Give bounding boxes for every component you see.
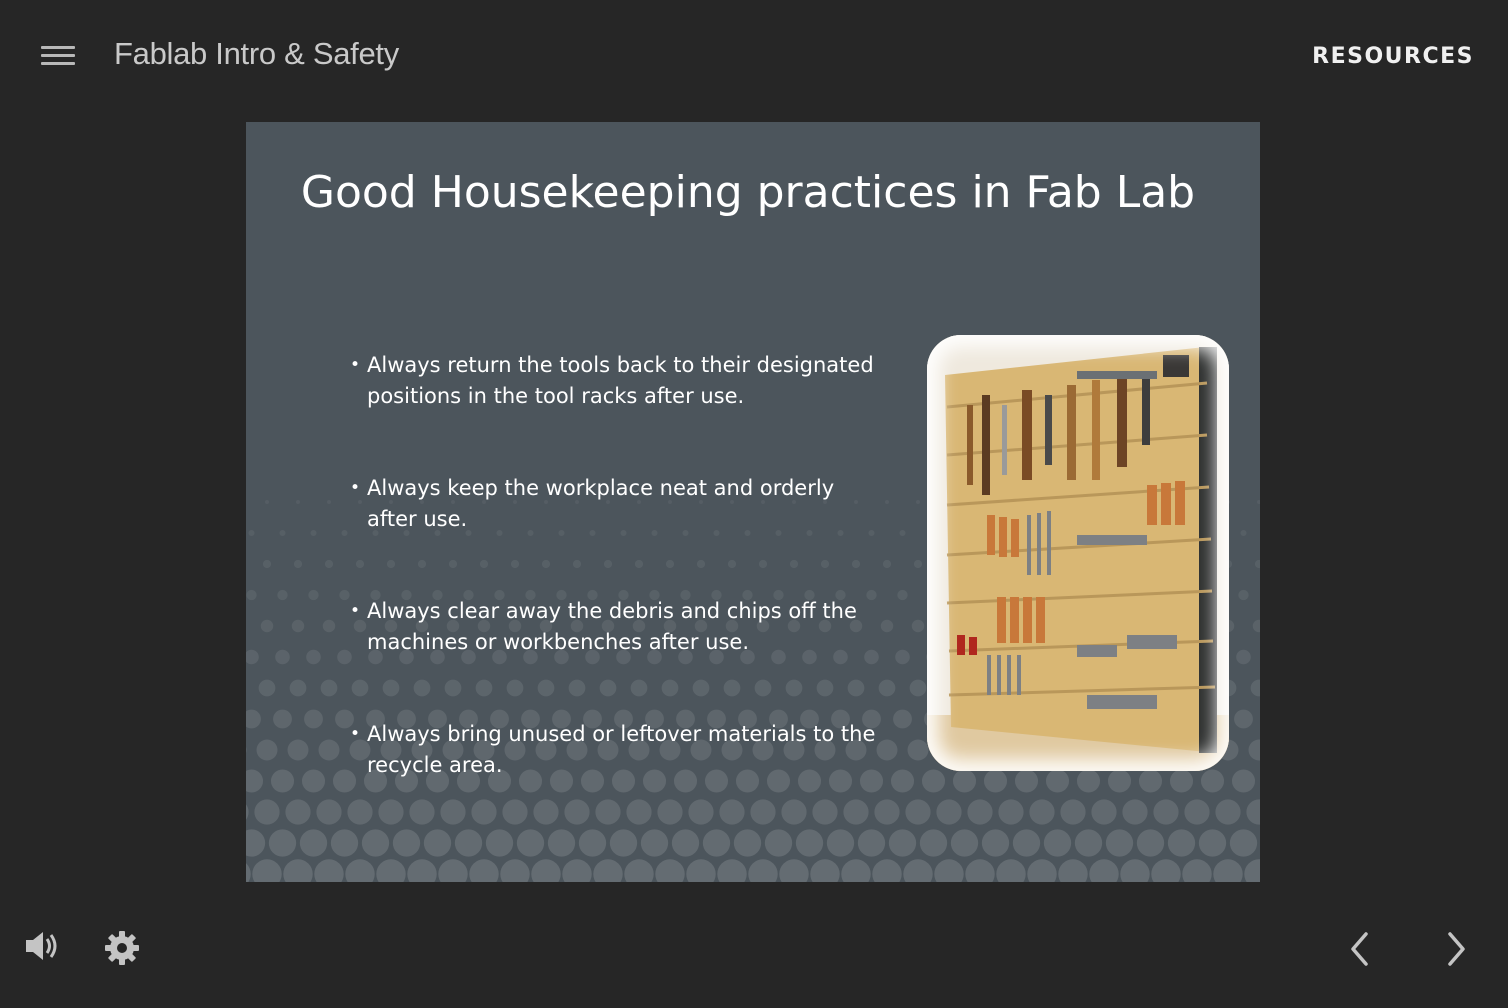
bullet-item: Always bring unused or leftover material…	[350, 719, 890, 781]
bullet-item: Always keep the workplace neat and order…	[350, 473, 890, 535]
bullet-list: Always return the tools back to their de…	[350, 350, 890, 842]
resources-button[interactable]: RESOURCES	[1312, 44, 1474, 69]
chevron-left-icon[interactable]	[1344, 930, 1376, 968]
tool-rack-photo	[927, 335, 1229, 771]
hamburger-menu-icon[interactable]	[40, 46, 76, 70]
slide-title: Good Housekeeping practices in Fab Lab	[300, 167, 1196, 218]
slide-content: Good Housekeeping practices in Fab Lab A…	[246, 122, 1260, 882]
speaker-icon[interactable]	[24, 928, 62, 964]
chevron-right-icon[interactable]	[1440, 930, 1472, 968]
bullet-item: Always return the tools back to their de…	[350, 350, 890, 412]
course-title: Fablab Intro & Safety	[114, 36, 399, 71]
bullet-item: Always clear away the debris and chips o…	[350, 596, 890, 658]
gear-icon[interactable]	[104, 930, 140, 966]
